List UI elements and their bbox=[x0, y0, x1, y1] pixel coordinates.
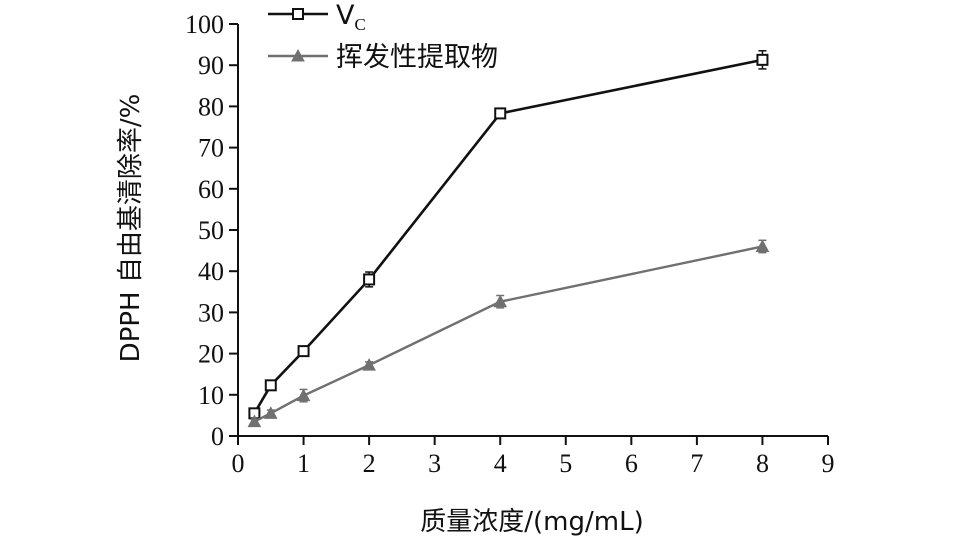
x-axis-ticks: 0 1 2 3 4 5 6 7 8 9 bbox=[232, 436, 835, 478]
data-point bbox=[363, 273, 376, 286]
y-tick-label: 80 bbox=[198, 92, 224, 121]
series-line bbox=[253, 245, 763, 423]
legend-item-1: VC bbox=[268, 0, 366, 34]
y-tick-label: 30 bbox=[198, 298, 224, 327]
data-point bbox=[494, 107, 507, 120]
y-tick-label: 0 bbox=[211, 422, 224, 451]
legend-marker bbox=[291, 48, 305, 62]
data-point bbox=[755, 239, 770, 252]
legend-label: 挥发性提取物 bbox=[336, 42, 498, 73]
data-point bbox=[297, 345, 310, 358]
x-tick-label: 7 bbox=[690, 449, 703, 478]
series-line bbox=[253, 58, 763, 414]
y-tick-label: 50 bbox=[198, 216, 224, 245]
legend-item-2: 挥发性提取物 bbox=[268, 42, 498, 73]
y-axis-label: DPPH 自由基清除率/% bbox=[116, 94, 146, 363]
x-tick-label: 5 bbox=[559, 449, 572, 478]
y-axis-ticks: 0 10 20 30 40 50 60 70 80 90 100 bbox=[185, 10, 238, 451]
x-tick-label: 1 bbox=[297, 449, 310, 478]
x-axis-label: 质量浓度/(mg/mL) bbox=[420, 507, 643, 537]
series-1 bbox=[248, 50, 769, 420]
y-tick-label: 90 bbox=[198, 51, 224, 80]
y-tick-label: 40 bbox=[198, 257, 224, 286]
x-tick-label: 3 bbox=[428, 449, 441, 478]
data-point bbox=[493, 294, 508, 308]
y-tick-label: 60 bbox=[198, 175, 224, 204]
series-layer bbox=[247, 50, 770, 428]
y-tick-label: 70 bbox=[198, 134, 224, 163]
data-point bbox=[362, 358, 376, 371]
y-tick-label: 100 bbox=[185, 10, 224, 39]
data-point bbox=[264, 379, 277, 392]
legend-label-subscript: C bbox=[354, 15, 365, 34]
y-tick-label: 10 bbox=[198, 381, 224, 410]
series-2 bbox=[247, 239, 770, 428]
legend-label: VC bbox=[336, 0, 366, 34]
data-point bbox=[756, 53, 769, 66]
axes bbox=[237, 24, 828, 437]
x-tick-label: 0 bbox=[232, 449, 245, 478]
legend-marker bbox=[292, 8, 304, 20]
y-tick-label: 20 bbox=[198, 340, 224, 369]
x-tick-label: 4 bbox=[494, 449, 507, 478]
legend: VC 挥发性提取物 bbox=[268, 0, 498, 73]
x-tick-label: 6 bbox=[625, 449, 638, 478]
data-point bbox=[296, 388, 311, 402]
data-point bbox=[263, 406, 278, 419]
data-point bbox=[247, 414, 262, 428]
x-tick-label: 2 bbox=[363, 449, 376, 478]
x-tick-label: 9 bbox=[822, 449, 835, 478]
x-tick-label: 8 bbox=[756, 449, 769, 478]
